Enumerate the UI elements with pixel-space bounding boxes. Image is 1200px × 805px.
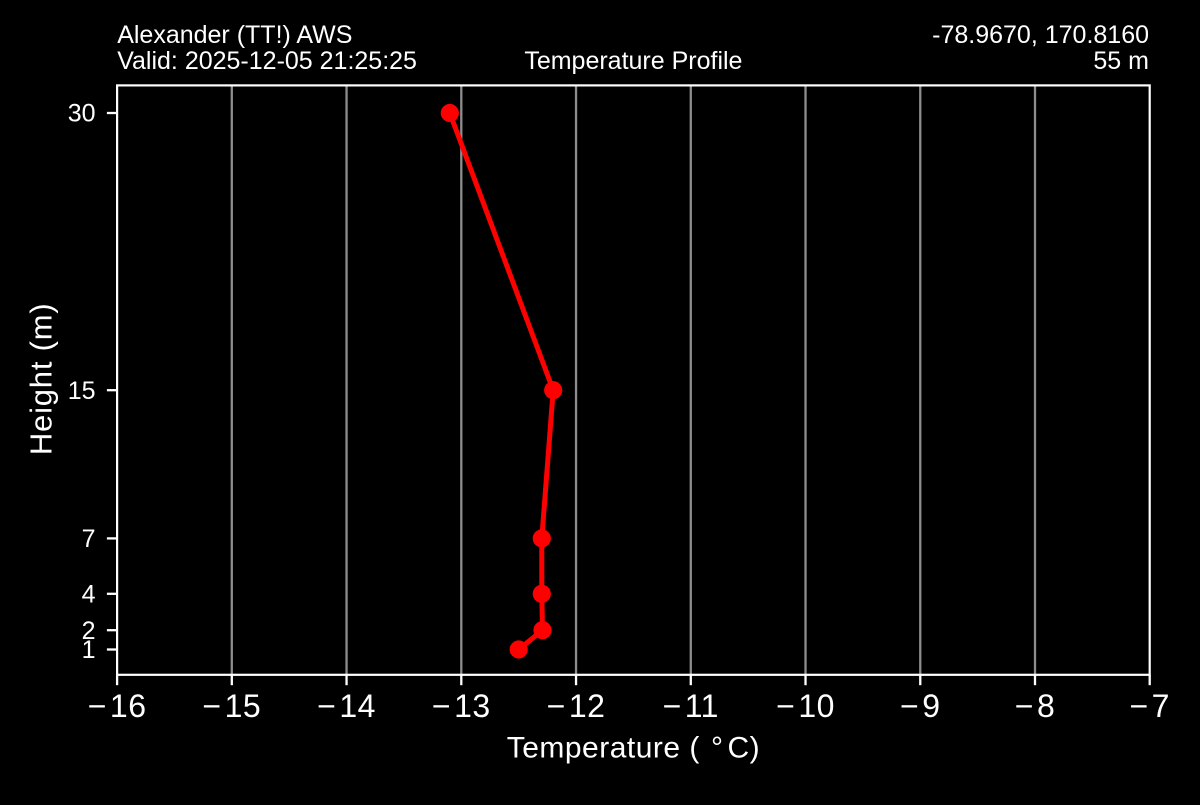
- svg-text:4: 4: [82, 580, 96, 608]
- svg-text:−15: −15: [202, 688, 261, 724]
- svg-text:Alexander (TT!) AWS: Alexander (TT!) AWS: [117, 21, 352, 49]
- svg-text:2: 2: [82, 617, 96, 645]
- svg-text:15: 15: [68, 377, 96, 405]
- svg-text:55 m: 55 m: [1093, 47, 1149, 75]
- svg-text:30: 30: [68, 100, 96, 128]
- svg-text:−13: −13: [432, 688, 491, 724]
- svg-text:-78.9670, 170.8160: -78.9670, 170.8160: [932, 21, 1149, 49]
- svg-text:−14: −14: [317, 688, 376, 724]
- svg-text:Valid: 2025-12-05 21:25:25: Valid: 2025-12-05 21:25:25: [117, 47, 417, 75]
- svg-text:−12: −12: [547, 688, 606, 724]
- svg-text:Temperature Profile: Temperature Profile: [524, 47, 742, 75]
- svg-text:−10: −10: [776, 688, 835, 724]
- svg-text:−11: −11: [663, 688, 719, 724]
- svg-text:1: 1: [82, 636, 96, 664]
- svg-text:Temperature (°C): Temperature (° C): [507, 732, 760, 765]
- svg-text:−16: −16: [88, 688, 147, 724]
- svg-text:Height (m): Height (m): [24, 302, 59, 455]
- svg-text:7: 7: [82, 525, 96, 553]
